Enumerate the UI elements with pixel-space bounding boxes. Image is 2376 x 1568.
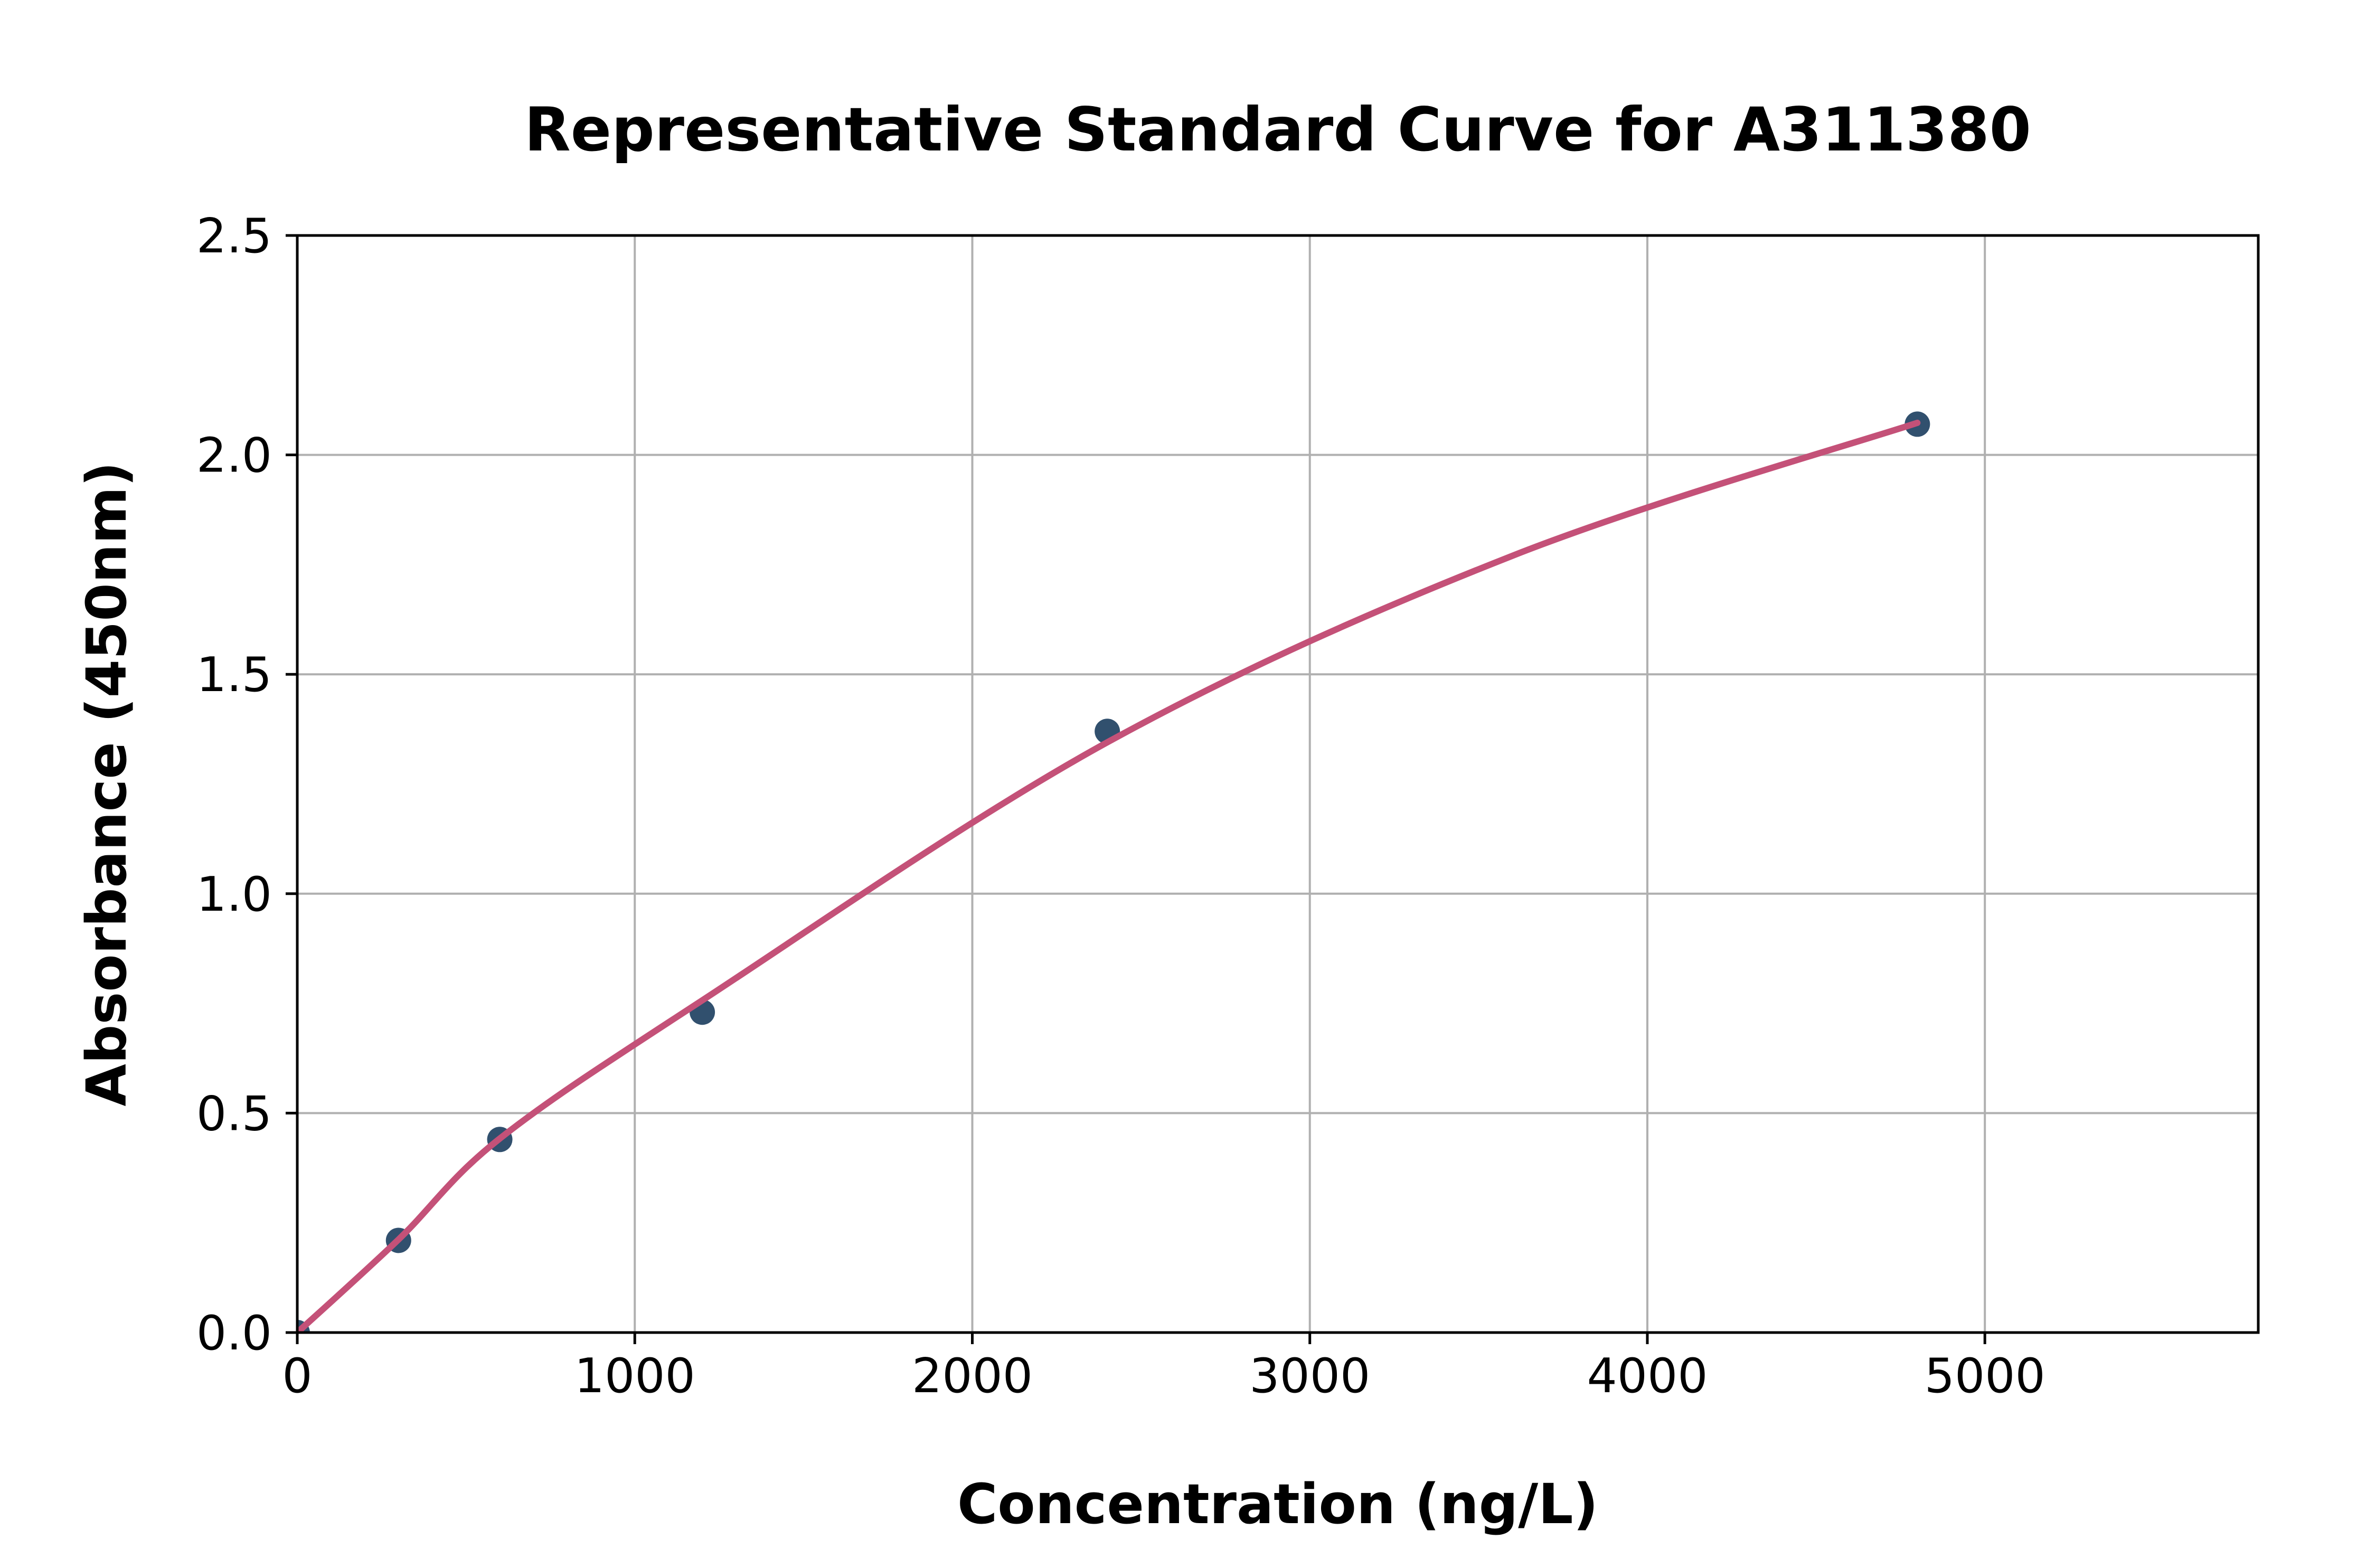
plot-border [296, 234, 2260, 1334]
fit-curve-line [297, 419, 1921, 1333]
y-tick-label: 0.0 [196, 1306, 272, 1361]
y-tick-label: 2.5 [196, 209, 272, 264]
fit-curve-layer [297, 419, 1921, 1333]
x-axis-label: Concentration (ng/L) [957, 1472, 1598, 1536]
x-tick-label: 0 [282, 1348, 312, 1404]
gridlines [297, 235, 2258, 1333]
y-tick-label: 2.0 [196, 428, 272, 484]
chart-title: Representative Standard Curve for A31138… [524, 95, 2031, 165]
y-tick-labels: 0.0 0.5 1.0 1.5 2.0 2.5 [196, 209, 272, 1361]
axis-ticks [286, 234, 1986, 1344]
x-tick-label: 5000 [1925, 1348, 2045, 1404]
y-tick-label: 0.5 [196, 1086, 272, 1141]
x-tick-label: 4000 [1587, 1348, 1708, 1404]
y-axis-label: Absorbance (450nm) [74, 461, 139, 1106]
x-tick-label: 2000 [912, 1348, 1033, 1404]
x-tick-label: 3000 [1249, 1348, 1370, 1404]
x-tick-labels: 0 1000 2000 3000 4000 5000 [282, 1348, 2045, 1404]
x-tick-label: 1000 [574, 1348, 695, 1404]
y-tick-label: 1.0 [196, 867, 272, 922]
y-tick-label: 1.5 [196, 647, 272, 703]
